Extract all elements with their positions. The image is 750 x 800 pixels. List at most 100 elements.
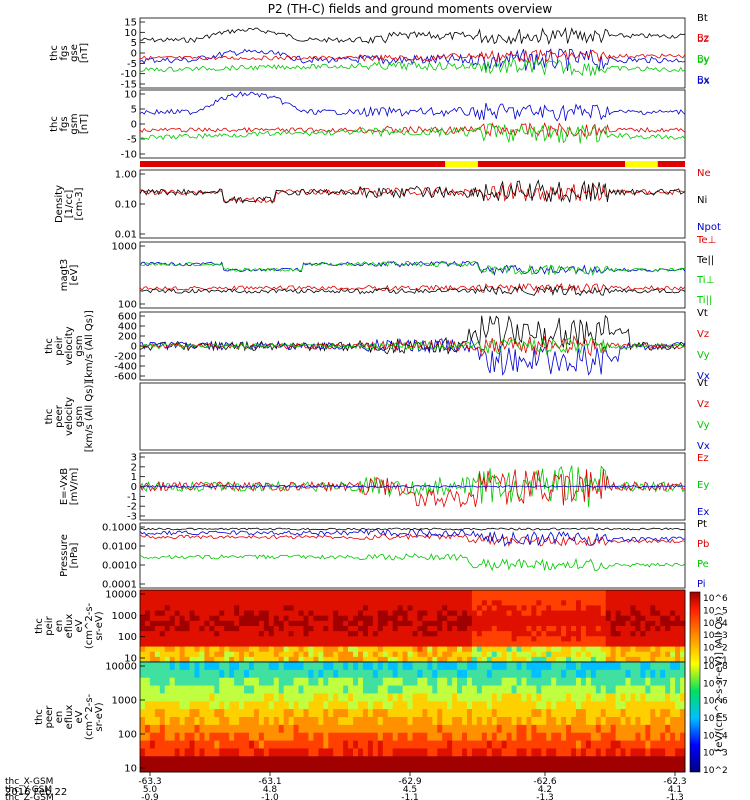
heatmap-cell [526, 605, 532, 611]
heatmap-cell [140, 636, 146, 642]
heatmap-cell [239, 693, 245, 702]
heatmap-cell [457, 724, 463, 734]
heatmap-cell [566, 709, 572, 718]
heatmap-cell [338, 631, 344, 637]
heatmap-cell [402, 646, 408, 653]
heatmap-cell [219, 709, 225, 718]
heatmap-cell [655, 724, 661, 734]
heatmap-cell [209, 651, 215, 658]
heatmap-cell [506, 641, 512, 647]
heatmap-cell [308, 732, 314, 741]
heatmap-cell [174, 620, 181, 627]
heatmap-cell [288, 709, 294, 718]
heatmap-cell [224, 631, 230, 637]
heatmap-cell [338, 656, 344, 663]
heatmap-cell [273, 590, 280, 596]
heatmap-cell [496, 724, 503, 734]
heatmap-cell [595, 693, 602, 702]
heatmap-cell [665, 600, 671, 606]
heatmap-cell [600, 764, 607, 773]
heatmap-cell [650, 595, 656, 601]
heatmap-cell [576, 677, 582, 686]
heatmap-cell [571, 620, 577, 627]
heatmap-cell [536, 646, 542, 653]
heatmap-cell [328, 701, 334, 710]
heatmap-cell [308, 662, 314, 671]
heatmap-cell [536, 669, 542, 679]
heatmap-cell [576, 740, 582, 749]
heatmap-cell [580, 724, 587, 734]
heatmap-cell [496, 605, 503, 611]
heatmap-cell [511, 610, 517, 617]
colorbar-tick-electron: 10^6 [703, 697, 728, 707]
heatmap-cell [670, 701, 676, 710]
heatmap-cell [467, 615, 473, 622]
heatmap-cell [283, 717, 290, 726]
heatmap-cell [526, 595, 532, 601]
heatmap-cell [462, 732, 468, 741]
heatmap-cell [343, 693, 349, 702]
heatmap-cell [313, 724, 319, 734]
heatmap-cell [491, 615, 498, 622]
heatmap-cell [576, 626, 582, 632]
heatmap-cell [382, 756, 389, 765]
heatmap-cell [214, 685, 220, 694]
heatmap-cell [675, 615, 681, 622]
heatmap-cell [348, 693, 354, 702]
heatmap-cell [249, 748, 255, 757]
heatmap-cell [511, 724, 517, 734]
heatmap-cell [625, 709, 631, 718]
heatmap-cell [199, 646, 205, 653]
heatmap-cell [229, 626, 235, 632]
heatmap-cell [377, 709, 384, 718]
heatmap-cell [372, 748, 379, 757]
heatmap-cell [204, 626, 210, 632]
heatmap-cell [278, 631, 285, 637]
legend-vt: Vt [697, 308, 708, 319]
heatmap-cell [580, 662, 587, 671]
heatmap-cell [194, 620, 200, 627]
heatmap-cell [239, 732, 245, 741]
heatmap-cell [353, 641, 359, 647]
heatmap-cell [501, 620, 508, 627]
legend-vz: Vz [697, 399, 709, 410]
heatmap-cell [442, 732, 448, 741]
heatmap-cell [526, 651, 532, 658]
heatmap-cell [184, 646, 190, 653]
heatmap-cell [164, 701, 171, 710]
heatmap-cell [293, 590, 299, 596]
heatmap-cell [179, 724, 185, 734]
heatmap-cell [234, 615, 240, 622]
heatmap-cell [253, 646, 260, 653]
heatmap-cell [476, 701, 483, 710]
heatmap-cell [571, 717, 577, 726]
heatmap-cell [273, 756, 280, 765]
heatmap-cell [412, 701, 418, 710]
heatmap-cell [407, 600, 413, 606]
heatmap-cell [258, 732, 265, 741]
heatmap-cell [328, 605, 334, 611]
heatmap-cell [620, 732, 626, 741]
heatmap-cell [194, 641, 200, 647]
heatmap-cell [526, 756, 532, 765]
heatmap-cell [407, 677, 413, 686]
heatmap-cell [258, 615, 265, 622]
heatmap-cell [605, 756, 612, 765]
heatmap-cell [323, 732, 329, 741]
heatmap-cell [169, 610, 176, 617]
heatmap-cell [551, 651, 557, 658]
heatmap-cell [387, 685, 394, 694]
heatmap-cell [660, 620, 666, 627]
heatmap-cell [501, 662, 508, 671]
heatmap-cell [501, 605, 508, 611]
heatmap-cell [675, 677, 681, 686]
heatmap-cell [194, 605, 200, 611]
heatmap-cell [655, 636, 661, 642]
heatmap-cell [476, 620, 483, 627]
heatmap-cell [422, 693, 428, 702]
heatmap-cell [422, 600, 428, 606]
heatmap-cell [199, 615, 205, 622]
heatmap-cell [353, 756, 359, 765]
heatmap-cell [491, 651, 498, 658]
heatmap-cell [318, 605, 324, 611]
